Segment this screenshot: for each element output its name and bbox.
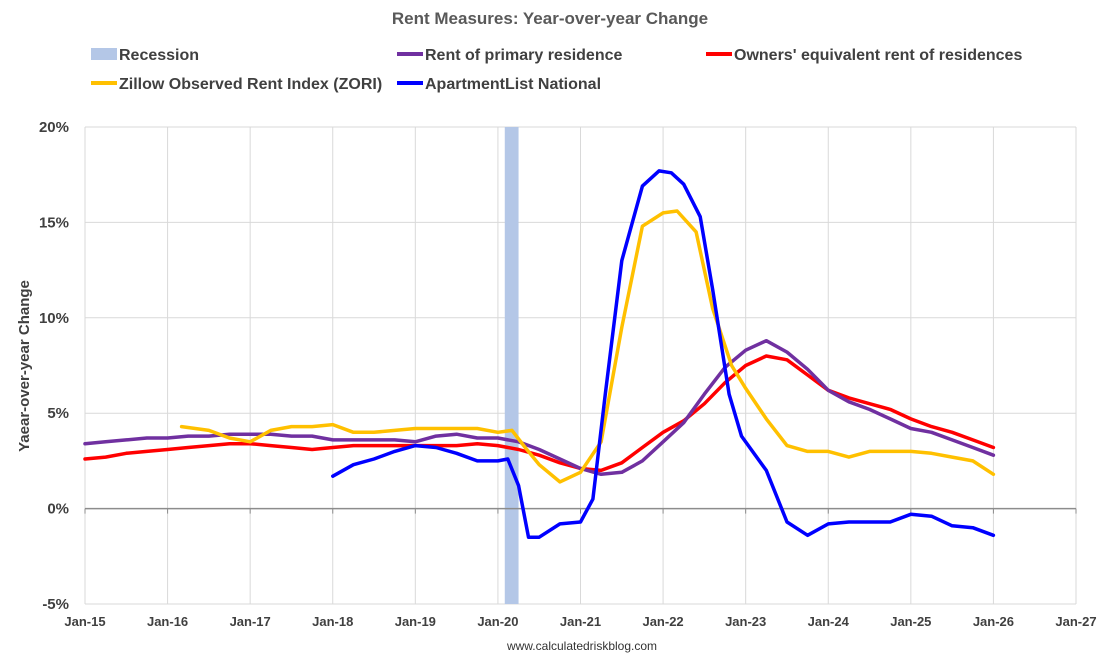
x-tick-label: Jan-20 — [477, 614, 518, 629]
y-tick-label: 5% — [47, 405, 69, 422]
x-tick-label: Jan-16 — [147, 614, 188, 629]
x-tick-label: Jan-25 — [890, 614, 931, 629]
legend-item-recession: Recession — [91, 47, 199, 64]
y-tick-label: 20% — [39, 119, 69, 136]
x-tick-label: Jan-24 — [808, 614, 850, 629]
series-line-owners-equivalent-rent-of-residences — [83, 354, 996, 473]
x-tick-label: Jan-27 — [1055, 614, 1096, 629]
y-tick-label: -5% — [42, 596, 69, 613]
x-tick-label: Jan-15 — [64, 614, 105, 629]
chart-title: Rent Measures: Year-over-year Change — [392, 9, 708, 28]
x-tick-label: Jan-19 — [395, 614, 436, 629]
legend-label: Owners' equivalent rent of residences — [734, 47, 1022, 64]
legend-label: ApartmentList National — [425, 76, 601, 93]
y-tick-label: 0% — [47, 501, 69, 518]
legend-item-apartmentlist-national: ApartmentList National — [397, 76, 601, 93]
x-tick-label: Jan-23 — [725, 614, 766, 629]
y-axis-label: Yaear-over-year Change — [16, 280, 33, 452]
series-line-zillow-observed-rent-index-zori — [179, 209, 996, 484]
series-line-rent-of-primary-residence — [83, 338, 996, 477]
y-tick-label: 10% — [39, 310, 69, 327]
legend-item-zillow-observed-rent-index-zori: Zillow Observed Rent Index (ZORI) — [91, 76, 382, 93]
legend-label: Recession — [119, 47, 199, 64]
plot-area: -5% 0% 5% 10% 15% 20% Jan-15 Jan-16 Jan-17 Jan-18… — [39, 119, 1097, 629]
x-tick-label: Jan-18 — [312, 614, 353, 629]
recession-band — [504, 127, 519, 604]
legend-label: Rent of primary residence — [425, 47, 623, 64]
series-line-apartmentlist-national — [331, 169, 996, 539]
x-tick-label: Jan-17 — [230, 614, 271, 629]
legend: Recession Rent of primary residence Owners… — [91, 47, 1022, 93]
legend-item-owners-equivalent-rent-of-residences: Owners' equivalent rent of residences — [706, 47, 1022, 64]
x-tick-label: Jan-26 — [973, 614, 1014, 629]
legend-item-rent-of-primary-residence: Rent of primary residence — [397, 47, 623, 64]
source-credit: www.calculatedriskblog.com — [506, 639, 657, 653]
legend-label: Zillow Observed Rent Index (ZORI) — [119, 76, 382, 93]
y-tick-label: 15% — [39, 214, 69, 231]
legend-swatch — [91, 48, 117, 60]
x-tick-label: Jan-21 — [560, 614, 601, 629]
x-tick-label: Jan-22 — [642, 614, 683, 629]
